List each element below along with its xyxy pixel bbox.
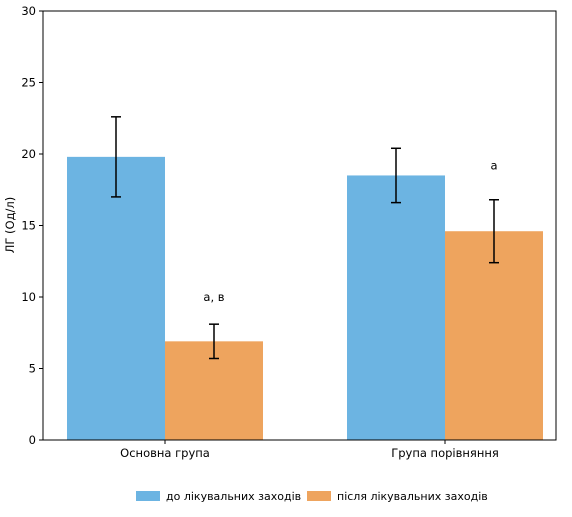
bar-annotation-1: а (490, 158, 497, 172)
legend-swatch-0 (136, 491, 160, 501)
y-tick-label-6: 30 (21, 4, 36, 18)
x-axis: Основна група Група порівняння (120, 440, 499, 460)
y-tick-label-4: 20 (21, 147, 36, 161)
y-tick-label-0: 0 (29, 433, 36, 447)
legend-swatch-1 (307, 491, 331, 501)
bar-0-1 (347, 175, 445, 440)
legend-label-1: після лікувальних заходів (337, 490, 488, 503)
error-bars-layer (111, 116, 499, 360)
legend: до лікувальних заходів після лікувальних … (136, 490, 488, 503)
y-tick-label-5: 25 (21, 76, 36, 90)
legend-label-0: до лікувальних заходів (166, 490, 301, 503)
bars-layer (67, 156, 543, 441)
y-tick-label-1: 5 (29, 362, 36, 376)
y-tick-label-2: 10 (21, 290, 36, 304)
bar-annotation-0: а, в (203, 290, 224, 304)
x-tick-label-0: Основна група (120, 446, 210, 460)
bar-0-0 (67, 156, 165, 441)
y-axis-label: ЛГ (Од/л) (3, 197, 17, 254)
y-axis: 0 5 10 15 20 25 30 (21, 4, 43, 447)
annotations-layer: а, в а (203, 158, 497, 304)
y-tick-label-3: 15 (21, 219, 36, 233)
x-tick-label-1: Група порівняння (391, 446, 499, 460)
bar-1-1 (445, 231, 543, 440)
